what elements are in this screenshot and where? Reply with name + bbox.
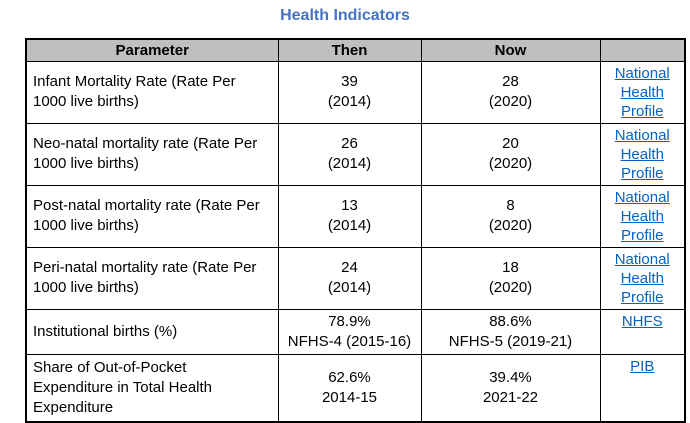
table-row: Share of Out-of-Pocket Expenditure in To… xyxy=(25,353,686,422)
source-cell: National Health Profile xyxy=(599,60,686,124)
health-indicators-table: Parameter Then Now Infant Mortality Rate… xyxy=(25,38,686,423)
parameter-cell: Peri-natal mortality rate (Rate Per 1000… xyxy=(25,246,279,310)
page-title: Health Indicators xyxy=(280,7,410,24)
parameter-cell: Neo-natal mortality rate (Rate Per 1000 … xyxy=(25,122,279,186)
table-row: Peri-natal mortality rate (Rate Per 1000… xyxy=(25,246,686,310)
then-cell: 13 (2014) xyxy=(277,184,422,248)
header-now: Now xyxy=(420,38,601,62)
now-cell: 18 (2020) xyxy=(420,246,601,310)
now-cell: 88.6% NFHS-5 (2019-21) xyxy=(420,308,601,355)
now-cell: 28 (2020) xyxy=(420,60,601,124)
parameter-cell: Post-natal mortality rate (Rate Per 1000… xyxy=(25,184,279,248)
then-cell: 39 (2014) xyxy=(277,60,422,124)
table-row: Infant Mortality Rate (Rate Per 1000 liv… xyxy=(25,60,686,124)
header-then: Then xyxy=(277,38,422,62)
source-cell: National Health Profile xyxy=(599,184,686,248)
now-cell: 20 (2020) xyxy=(420,122,601,186)
source-cell: National Health Profile xyxy=(599,246,686,310)
source-cell: PIB xyxy=(599,353,686,422)
then-cell: 24 (2014) xyxy=(277,246,422,310)
source-link[interactable]: National Health Profile xyxy=(614,64,670,120)
source-cell: NHFS xyxy=(599,308,686,355)
source-link[interactable]: National Health Profile xyxy=(614,126,670,182)
parameter-cell: Infant Mortality Rate (Rate Per 1000 liv… xyxy=(25,60,279,124)
table-header-row: Parameter Then Now xyxy=(25,38,686,62)
table-row: Institutional births (%) 78.9% NFHS-4 (2… xyxy=(25,308,686,355)
header-source xyxy=(599,38,686,62)
then-cell: 26 (2014) xyxy=(277,122,422,186)
table-row: Post-natal mortality rate (Rate Per 1000… xyxy=(25,184,686,248)
source-link[interactable]: NHFS xyxy=(621,312,663,330)
source-link[interactable]: National Health Profile xyxy=(614,250,670,306)
then-cell: 78.9% NFHS-4 (2015-16) xyxy=(277,308,422,355)
table-row: Neo-natal mortality rate (Rate Per 1000 … xyxy=(25,122,686,186)
parameter-cell: Institutional births (%) xyxy=(25,308,279,355)
parameter-cell: Share of Out-of-Pocket Expenditure in To… xyxy=(25,353,279,422)
header-parameter: Parameter xyxy=(25,38,279,62)
source-cell: National Health Profile xyxy=(599,122,686,186)
then-cell: 62.6% 2014-15 xyxy=(277,353,422,422)
source-link[interactable]: National Health Profile xyxy=(614,188,670,244)
source-link[interactable]: PIB xyxy=(630,357,655,375)
now-cell: 39.4% 2021-22 xyxy=(420,353,601,422)
now-cell: 8 (2020) xyxy=(420,184,601,248)
